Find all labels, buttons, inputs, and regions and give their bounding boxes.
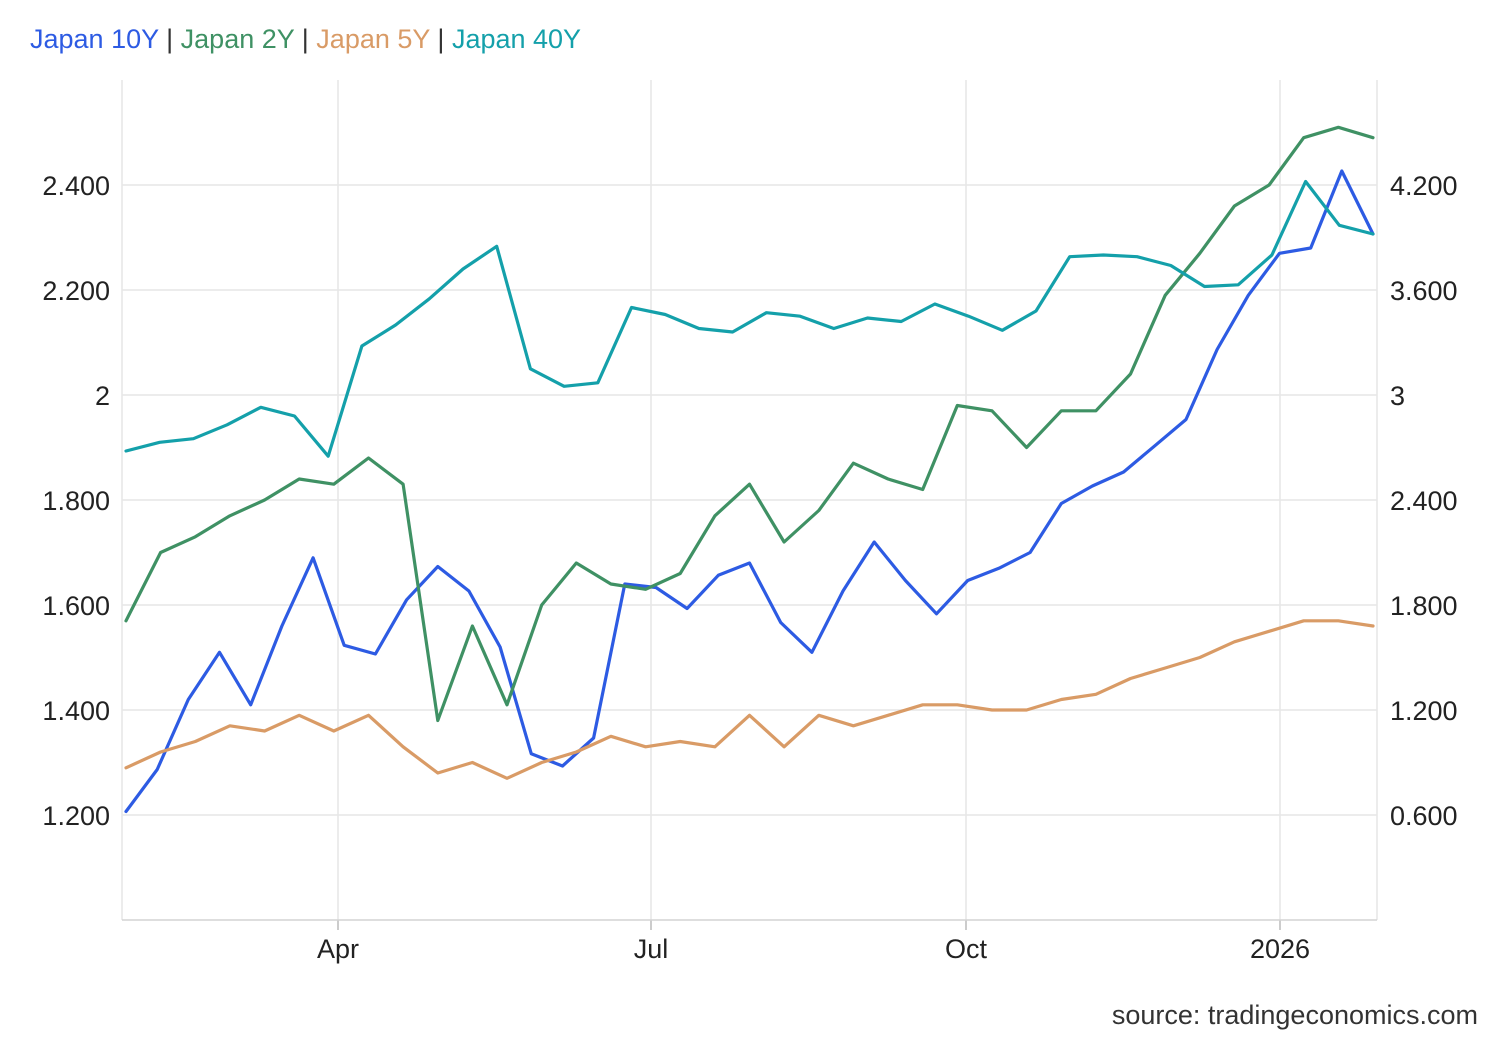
series-line-japan-40y bbox=[124, 179, 1375, 458]
left-axis-tick-label: 1.600 bbox=[42, 591, 110, 621]
right-axis-tick-label: 3 bbox=[1390, 381, 1405, 411]
chart-legend: Japan 10Y | Japan 2Y | Japan 5Y | Japan … bbox=[30, 24, 581, 55]
left-axis-tick-label: 2 bbox=[95, 381, 110, 411]
x-axis-tick-label: 2026 bbox=[1250, 934, 1310, 964]
left-axis-tick-label: 1.400 bbox=[42, 696, 110, 726]
right-axis-tick-label: 2.400 bbox=[1390, 486, 1458, 516]
series-line-japan-2y bbox=[124, 125, 1375, 723]
right-axis-tick-label: 0.600 bbox=[1390, 801, 1458, 831]
legend-item-japan-10y[interactable]: Japan 10Y bbox=[30, 24, 159, 54]
right-axis-tick-label: 1.200 bbox=[1390, 696, 1458, 726]
left-axis-tick-label: 1.200 bbox=[42, 801, 110, 831]
legend-separator: | bbox=[158, 24, 181, 54]
left-axis-tick-label: 1.800 bbox=[42, 486, 110, 516]
x-axis-tick-label: Oct bbox=[945, 934, 988, 964]
source-credit: source: tradingeconomics.com bbox=[1111, 1000, 1478, 1030]
right-axis-tick-label: 3.600 bbox=[1390, 276, 1458, 306]
legend-item-japan-5y[interactable]: Japan 5Y bbox=[316, 24, 430, 54]
x-axis-tick-label: Apr bbox=[317, 934, 359, 964]
legend-separator: | bbox=[429, 24, 452, 54]
legend-item-japan-2y[interactable]: Japan 2Y bbox=[180, 24, 295, 54]
x-axis-tick-label: Jul bbox=[634, 934, 669, 964]
series-line-japan-10y bbox=[124, 169, 1375, 814]
left-axis-tick-label: 2.200 bbox=[42, 276, 110, 306]
right-axis-tick-label: 4.200 bbox=[1390, 171, 1458, 201]
series-line-japan-5y bbox=[124, 619, 1375, 780]
left-axis-tick-label: 2.400 bbox=[42, 171, 110, 201]
right-axis-tick-label: 1.800 bbox=[1390, 591, 1458, 621]
legend-item-japan-40y[interactable]: Japan 40Y bbox=[451, 24, 582, 54]
legend-separator: | bbox=[294, 24, 317, 54]
